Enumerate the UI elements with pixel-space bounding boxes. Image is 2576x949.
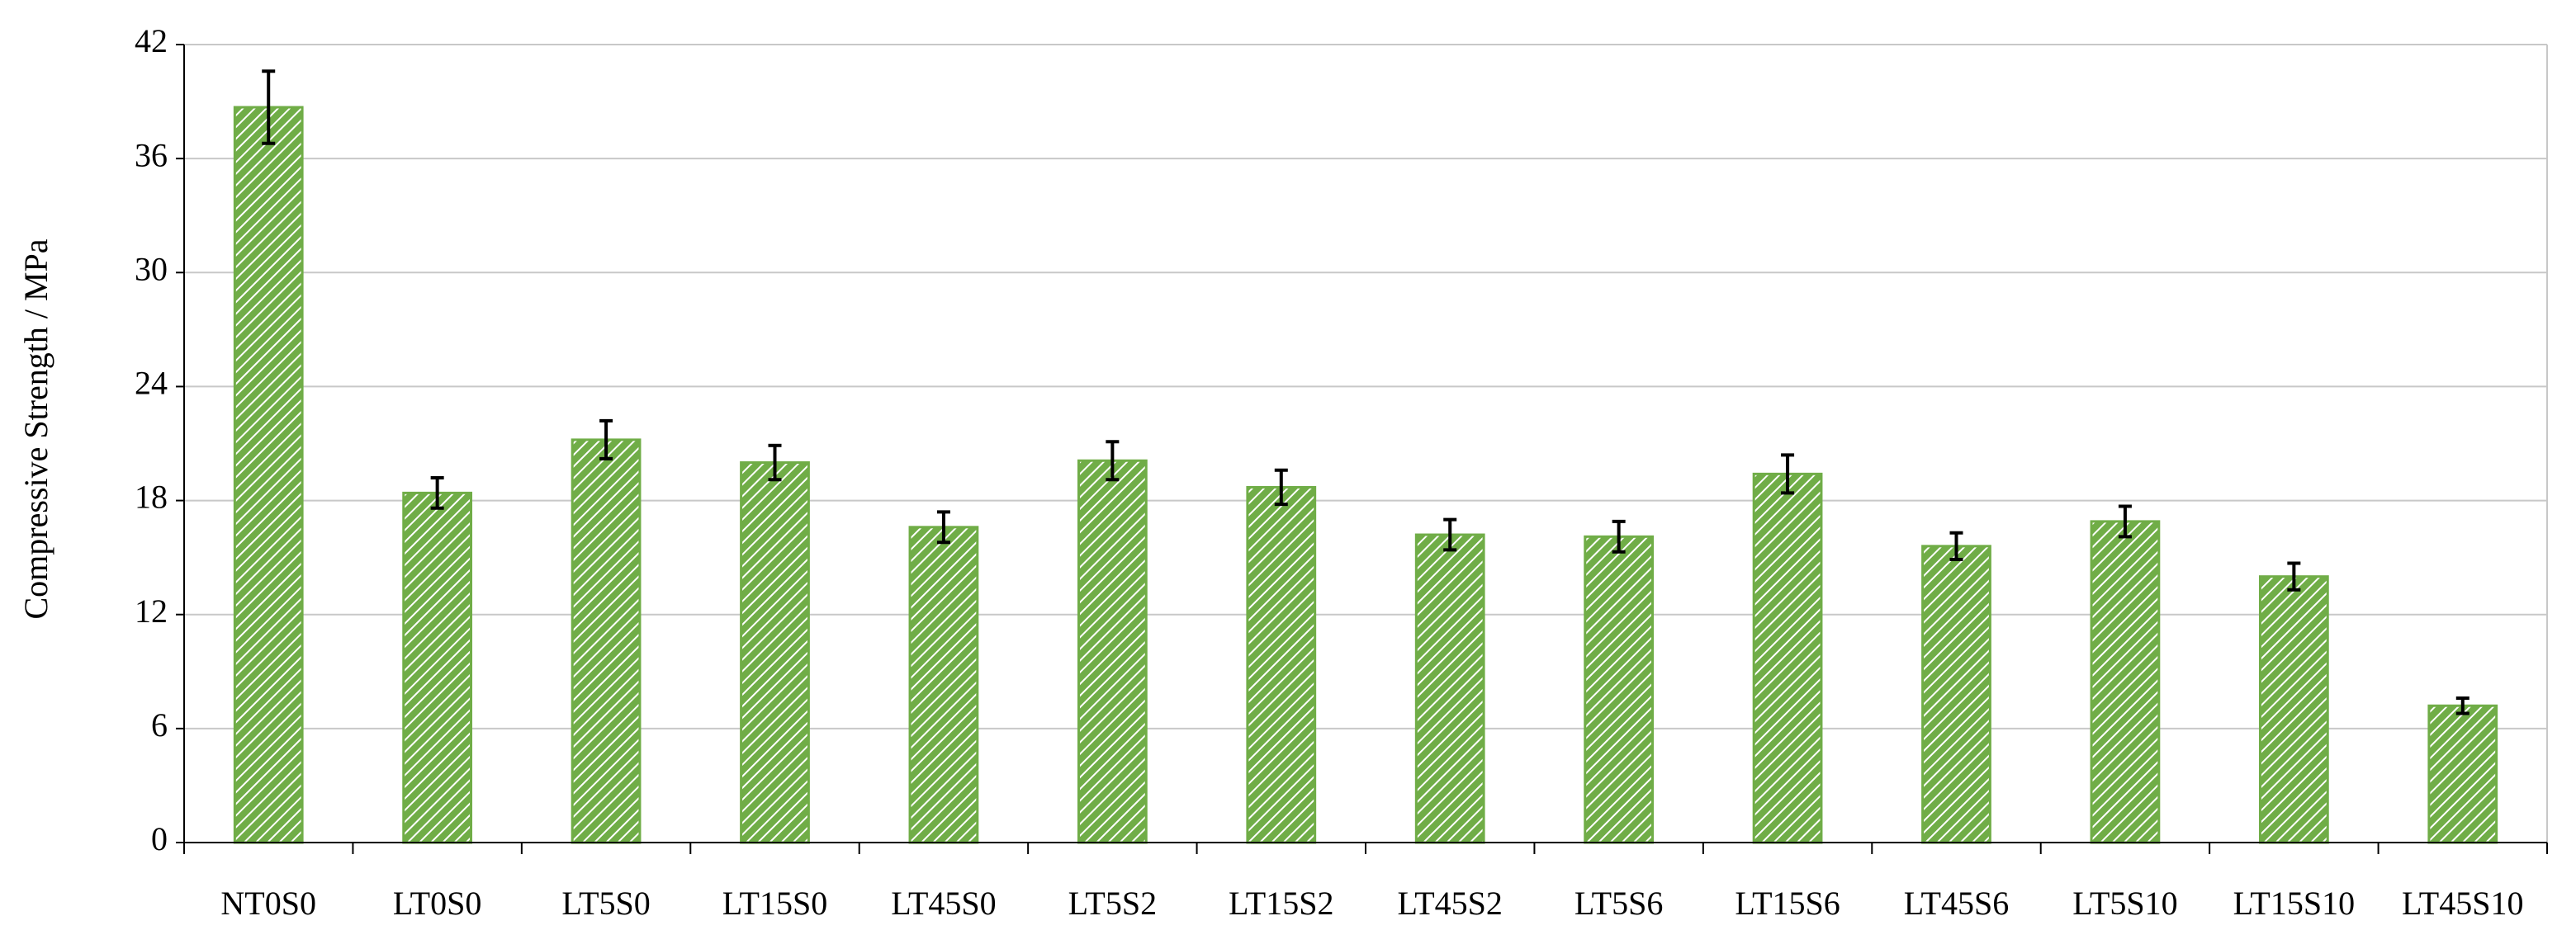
x-tick-label: LT45S0 bbox=[891, 885, 996, 922]
x-tick-label: LT45S2 bbox=[1397, 885, 1502, 922]
error-bar bbox=[2287, 561, 2301, 592]
error-bar bbox=[1949, 531, 1963, 561]
x-tick-label: LT45S10 bbox=[2402, 885, 2523, 922]
bar bbox=[1077, 459, 1148, 844]
error-bar bbox=[2455, 696, 2469, 715]
error-bar bbox=[262, 69, 276, 145]
y-tick-label: 0 bbox=[151, 820, 168, 857]
bar bbox=[740, 461, 810, 844]
bar bbox=[1584, 535, 1655, 844]
y-tick-label: 24 bbox=[135, 365, 168, 402]
bar bbox=[1246, 485, 1317, 844]
bar bbox=[402, 491, 473, 844]
bar bbox=[1414, 533, 1485, 844]
x-tick-label: LT5S10 bbox=[2072, 885, 2177, 922]
bar bbox=[2258, 575, 2329, 844]
x-tick-label: LT15S2 bbox=[1229, 885, 1333, 922]
x-tick-label: LT5S6 bbox=[1574, 885, 1663, 922]
error-bar bbox=[1274, 468, 1288, 507]
y-tick-label: 36 bbox=[135, 136, 168, 173]
error-bar bbox=[768, 443, 782, 482]
error-bar bbox=[2118, 504, 2132, 539]
bar bbox=[233, 106, 304, 844]
x-tick-label: LT45S6 bbox=[1904, 885, 2009, 922]
error-bar bbox=[599, 418, 613, 460]
bar bbox=[2090, 520, 2161, 844]
bar bbox=[2427, 704, 2498, 844]
x-tick-label: LT0S0 bbox=[393, 885, 481, 922]
bar bbox=[908, 526, 979, 844]
x-tick-label: LT5S0 bbox=[561, 885, 650, 922]
y-axis-label: Compressive Strength / MPa bbox=[17, 238, 54, 619]
x-tick-label: LT15S0 bbox=[722, 885, 827, 922]
x-tick-label: LT5S2 bbox=[1068, 885, 1157, 922]
y-tick-label: 12 bbox=[135, 593, 168, 630]
error-bar bbox=[1106, 440, 1120, 482]
bar bbox=[1752, 472, 1823, 844]
error-bar bbox=[1443, 517, 1457, 552]
x-tick-label: LT15S6 bbox=[1735, 885, 1840, 922]
error-bar bbox=[430, 475, 444, 510]
bar bbox=[571, 438, 642, 844]
y-tick-label: 30 bbox=[135, 250, 168, 287]
y-tick-label: 18 bbox=[135, 479, 168, 516]
error-bar bbox=[1781, 453, 1795, 495]
y-tick-label: 6 bbox=[151, 706, 168, 744]
x-tick-label: NT0S0 bbox=[220, 885, 316, 922]
x-tick-label: LT15S10 bbox=[2233, 885, 2355, 922]
y-tick-label: 42 bbox=[135, 22, 168, 59]
error-bar bbox=[936, 510, 950, 545]
error-bar bbox=[1612, 519, 1626, 554]
bar bbox=[1921, 545, 1991, 844]
